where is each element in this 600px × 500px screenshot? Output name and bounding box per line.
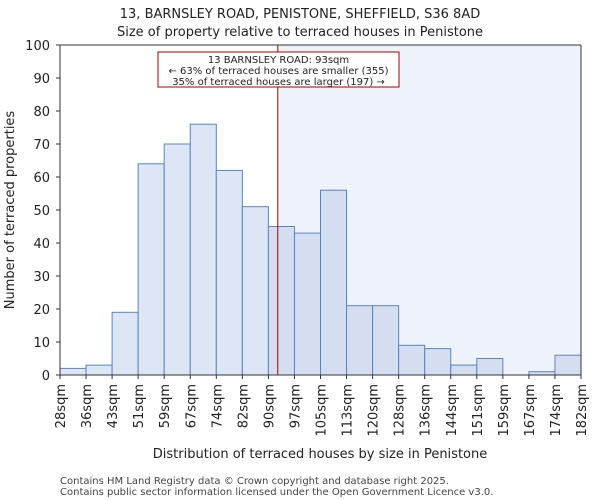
bar-43sqm — [111, 311, 139, 376]
x-tick-label-182sqm: 182sqm — [575, 384, 590, 437]
x-tick-label-174sqm: 174sqm — [549, 384, 564, 437]
x-tick-label-36sqm: 36sqm — [80, 384, 95, 428]
annotation-line3: 35% of terraced houses are larger (197) … — [172, 77, 385, 88]
y-tick-label-0: 0 — [42, 369, 50, 384]
bar-136sqm — [424, 348, 452, 376]
y-tick-label-50: 50 — [33, 204, 50, 219]
bar-82sqm — [241, 206, 269, 376]
bar-36sqm — [85, 364, 113, 376]
y-tick-label-10: 10 — [33, 336, 50, 351]
footer-line1: Contains HM Land Registry data © Crown c… — [60, 476, 449, 487]
annotation-line2: ← 63% of terraced houses are smaller (35… — [168, 66, 388, 77]
bar-67sqm — [189, 123, 217, 376]
bar-51sqm — [137, 163, 165, 376]
bar-28sqm — [59, 367, 87, 376]
y-tick-label-70: 70 — [33, 138, 50, 153]
y-tick-label-20: 20 — [33, 303, 50, 318]
x-tick-label-113sqm: 113sqm — [341, 384, 356, 437]
bar-113sqm — [346, 305, 374, 376]
x-tick-label-90sqm: 90sqm — [262, 384, 277, 428]
y-tick-label-60: 60 — [33, 171, 50, 186]
bar-144sqm — [450, 364, 478, 376]
x-tick-label-159sqm: 159sqm — [497, 384, 512, 437]
x-tick-label-28sqm: 28sqm — [54, 384, 69, 428]
y-tick-label-100: 100 — [25, 39, 50, 54]
bar-90sqm — [267, 226, 295, 376]
plot-area: 0 10 20 30 40 50 60 70 80 90 100 28sqm 36sqm 43sqm 51s… — [25, 39, 590, 437]
y-tick-label-30: 30 — [33, 270, 50, 285]
footer-line2: Contains public sector information licen… — [60, 487, 493, 498]
x-tick-label-82sqm: 82sqm — [236, 384, 251, 428]
y-tick-label-40: 40 — [33, 237, 50, 252]
chart-title-line2: Size of property relative to terraced ho… — [117, 25, 483, 40]
x-tick-label-59sqm: 59sqm — [158, 384, 173, 428]
y-axis-label: Number of terraced properties — [3, 111, 18, 310]
x-tick-label-144sqm: 144sqm — [445, 384, 460, 437]
chart-title-line1: 13, BARNSLEY ROAD, PENISTONE, SHEFFIELD,… — [120, 7, 480, 22]
x-tick-label-136sqm: 136sqm — [419, 384, 434, 437]
bar-128sqm — [398, 344, 426, 376]
x-tick-label-151sqm: 151sqm — [471, 384, 486, 437]
x-tick-label-74sqm: 74sqm — [210, 384, 225, 428]
annotation-box — [157, 51, 400, 88]
bar-151sqm — [476, 358, 504, 376]
x-tick-label-51sqm: 51sqm — [132, 384, 147, 428]
bar-97sqm — [293, 232, 322, 376]
bar-74sqm — [215, 169, 243, 376]
x-tick-label-128sqm: 128sqm — [393, 384, 408, 437]
x-tick-label-120sqm: 120sqm — [367, 384, 382, 437]
x-axis-label: Distribution of terraced houses by size … — [153, 447, 487, 462]
x-tick-label-97sqm: 97sqm — [288, 384, 303, 428]
bar-174sqm — [554, 354, 582, 376]
bar-105sqm — [320, 189, 348, 376]
x-tick-label-43sqm: 43sqm — [106, 384, 121, 428]
x-tick-label-67sqm: 67sqm — [184, 384, 199, 428]
annotation-line1: 13 BARNSLEY ROAD: 93sqm — [208, 55, 349, 66]
x-tick-label-167sqm: 167sqm — [523, 384, 538, 437]
bar-120sqm — [372, 305, 400, 376]
y-tick-label-90: 90 — [33, 72, 50, 87]
y-tick-label-80: 80 — [33, 105, 50, 120]
x-tick-label-105sqm: 105sqm — [315, 384, 330, 437]
bar-59sqm — [163, 143, 191, 376]
